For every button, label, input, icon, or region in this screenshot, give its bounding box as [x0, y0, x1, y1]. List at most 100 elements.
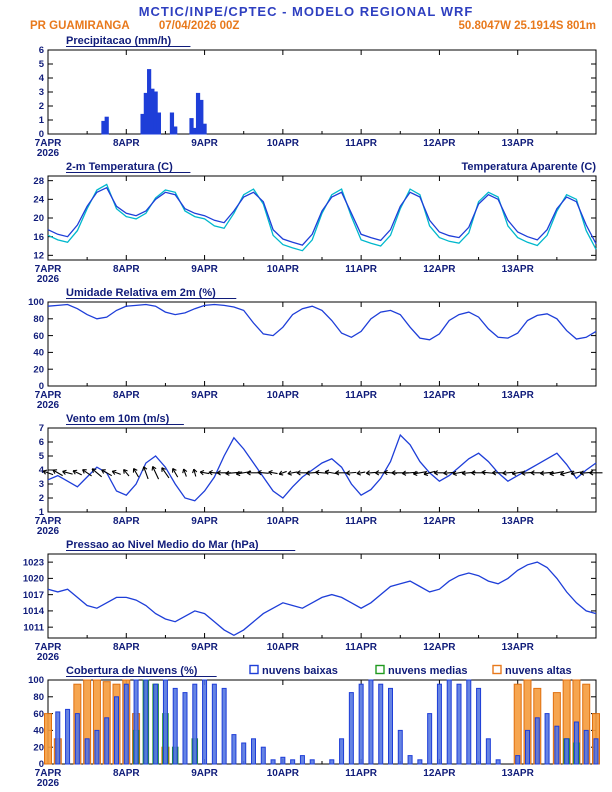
cloud-bar	[554, 725, 560, 765]
series-line	[47, 186, 597, 246]
precip-bar	[202, 123, 207, 135]
wind-arrow	[161, 467, 170, 479]
wind-arrow	[356, 470, 366, 476]
cloud-bar	[114, 696, 119, 765]
cloud-bar	[65, 708, 71, 765]
precip-bar	[153, 91, 158, 135]
x-tick-label: 7APR	[35, 390, 62, 401]
apparent-temp-label: Temperatura Aparente (C)	[462, 161, 597, 173]
cloud-bar	[260, 746, 266, 765]
x-tick-label: 11APR	[345, 390, 377, 401]
x-tick-label: 8APR	[113, 390, 140, 401]
x-tick-label: 12APR	[423, 264, 456, 275]
x-tick-label: 7APR	[35, 516, 62, 527]
cloud-bar	[456, 683, 462, 765]
station-name: PR GUAMIRANGA	[30, 20, 130, 32]
cloud-bar	[544, 713, 550, 765]
cloud-bar	[143, 679, 149, 765]
x-axis-year: 2026	[37, 778, 60, 788]
cloud-bar	[231, 734, 237, 765]
precip-bar	[156, 112, 162, 135]
precip-bar	[173, 126, 178, 135]
cloud-bar	[104, 717, 110, 765]
plot-frame	[47, 301, 597, 387]
cloud-bar	[339, 738, 345, 765]
wind-arrow	[502, 470, 514, 476]
y-tick-label: 12	[33, 251, 44, 262]
x-tick-label: 8APR	[113, 768, 140, 779]
wind-arrow	[365, 470, 376, 476]
cloud-bar	[251, 738, 256, 765]
y-tick-label: 0	[39, 759, 44, 770]
panel-title: Pressao ao Nivel Medio do Mar (hPa)	[66, 539, 259, 551]
cloud-bar	[221, 687, 227, 765]
y-tick-label: 1011	[23, 622, 44, 633]
cloud-bar	[583, 729, 589, 765]
y-tick-label: 20	[33, 742, 44, 753]
precip-bar	[192, 127, 197, 135]
header-left: PR GUAMIRANGA 07/04/2026 00Z	[30, 20, 265, 32]
cloud-bar	[133, 679, 139, 765]
cloud-bar	[466, 679, 472, 765]
main-title: MCTIC/INPE/CPTEC - MODELO REGIONAL WRF	[138, 4, 474, 19]
x-tick-label: 10APR	[267, 264, 300, 275]
cloud-bar	[534, 717, 540, 765]
cloud-bar	[241, 742, 247, 765]
x-tick-label: 10APR	[267, 768, 300, 779]
cloud-bar	[593, 738, 599, 765]
y-tick-label: 6	[39, 437, 44, 448]
y-tick-label: 3	[39, 87, 44, 98]
x-tick-label: 10APR	[267, 642, 300, 653]
y-tick-label: 28	[33, 176, 44, 187]
y-tick-label: 5	[39, 59, 45, 70]
x-tick-label: 8APR	[113, 642, 140, 653]
cloud-bar	[417, 759, 423, 765]
cloud-bar	[94, 729, 100, 765]
cloud-bar	[525, 729, 530, 765]
y-tick-label: 100	[28, 675, 44, 686]
header: MCTIC/INPE/CPTEC - MODELO REGIONAL WRF P…	[0, 0, 612, 32]
cloud-bar	[44, 713, 52, 765]
y-tick-label: 16	[33, 232, 44, 243]
wind-arrow	[549, 470, 565, 477]
cloud-bar	[153, 683, 159, 765]
x-tick-label: 13APR	[502, 264, 535, 275]
cloud-bar	[358, 683, 364, 765]
wind-arrow	[142, 466, 149, 480]
precip-bar	[147, 69, 152, 135]
legend-label: nuvens altas	[505, 665, 572, 677]
cloud-bar	[55, 711, 61, 765]
precip-bar	[169, 112, 175, 135]
series-line	[47, 433, 597, 502]
precip-bar	[140, 113, 145, 135]
y-tick-label: 0	[39, 129, 44, 140]
wind-arrow	[346, 470, 357, 476]
wind-arrow	[335, 470, 348, 476]
precip-bar	[143, 92, 148, 135]
panel-title: Precipitacao (mm/h)	[66, 35, 171, 47]
cloud-bar	[407, 755, 413, 765]
wind-arrow	[287, 470, 298, 476]
x-tick-label: 9APR	[191, 264, 218, 275]
cloud-bar	[192, 683, 198, 765]
panel-title: 2-m Temperatura (C)	[66, 161, 173, 173]
y-tick-label: 24	[33, 195, 44, 206]
panel-pressao: Pressao ao Nivel Medio do Mar (hPa) 1011 1…	[23, 539, 597, 662]
cloud-bar	[329, 759, 335, 765]
precip-bar	[195, 92, 201, 135]
cloud-bar	[211, 683, 217, 765]
y-tick-label: 1014	[23, 606, 45, 617]
y-tick-label: 60	[33, 709, 44, 720]
header-subrow: PR GUAMIRANGA 07/04/2026 00Z 50.8047W 25…	[0, 19, 612, 32]
legend-swatch	[249, 664, 259, 675]
cloud-bar	[495, 759, 501, 765]
cloud-bar	[123, 683, 129, 765]
x-tick-label: 7APR	[35, 642, 62, 653]
y-tick-label: 1020	[23, 574, 44, 585]
wind-arrow	[268, 469, 278, 476]
cloud-bar	[182, 692, 188, 765]
wind-arrow	[171, 467, 179, 478]
panel-title: Cobertura de Nuvens (%)	[66, 665, 198, 677]
x-tick-label: 11APR	[345, 264, 377, 275]
